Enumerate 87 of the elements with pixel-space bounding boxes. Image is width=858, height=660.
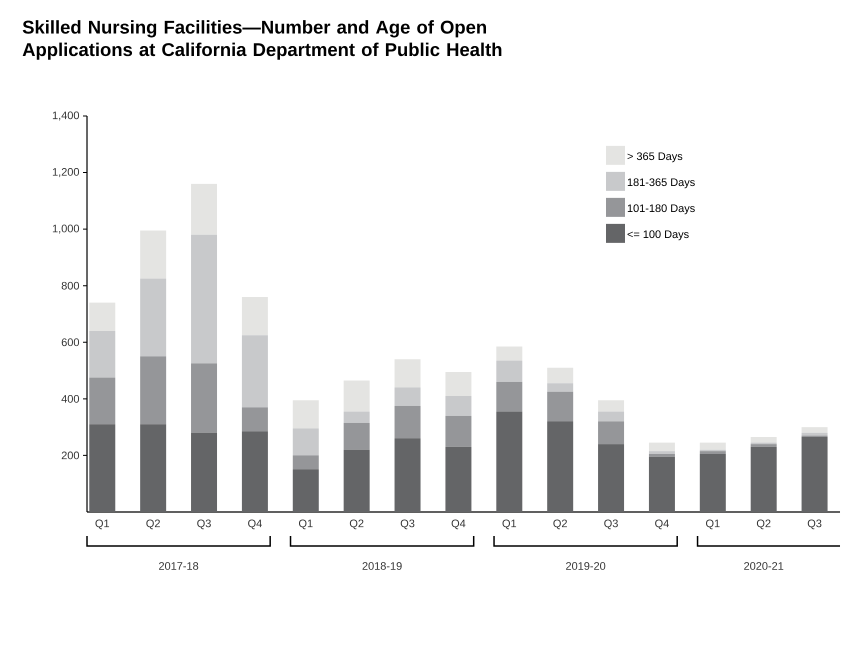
bar (598, 412, 624, 422)
x-tick-label: Q3 (400, 520, 414, 530)
y-tick-label: 200 (62, 452, 80, 460)
bar (140, 278, 166, 356)
x-tick-label: Q4 (452, 520, 466, 530)
legend-label: > 365 Days (628, 152, 682, 162)
bar (140, 424, 166, 512)
bar (394, 359, 421, 388)
x-tick-label: Q2 (146, 520, 160, 530)
chart-title: Skilled Nursing Facilities—Number and Age of Open Applications at California Department of Public Health (22, 20, 502, 60)
bar (700, 442, 726, 450)
x-tick-label: Q3 (808, 520, 822, 530)
bar (547, 383, 574, 392)
bar (598, 444, 624, 512)
bar (292, 400, 319, 429)
bar (89, 302, 116, 331)
bar (191, 432, 218, 512)
bar (344, 450, 370, 512)
y-tick-label: 600 (62, 338, 80, 346)
bar (648, 454, 675, 457)
bar (191, 234, 218, 364)
x-tick-label: Q3 (604, 520, 618, 530)
bar (191, 184, 218, 235)
bar (496, 412, 522, 512)
bar (802, 427, 828, 433)
y-tick-label: 1,400 (52, 111, 80, 121)
bar (242, 407, 268, 432)
text: 2020-21 (744, 562, 784, 570)
bar (89, 378, 116, 424)
bar (89, 424, 116, 512)
y-tick-label: 1,000 (52, 224, 80, 234)
x-tick-label: Q3 (197, 520, 211, 530)
bar (547, 421, 574, 512)
bar (496, 360, 522, 382)
text: 2018-19 (362, 562, 402, 570)
bar (802, 437, 828, 512)
bar (292, 455, 319, 470)
y-tick-label: 1,200 (52, 168, 80, 178)
bar (750, 446, 777, 512)
bar (445, 372, 472, 396)
bar (496, 346, 522, 361)
text: 2017-18 (159, 562, 198, 570)
x-tick-label: Q1 (95, 520, 110, 530)
bar (547, 368, 574, 384)
legend-label: 181-365 Days (628, 178, 695, 188)
bar (598, 400, 624, 412)
x-tick-label: Q1 (502, 520, 516, 530)
bar (445, 446, 472, 512)
y-tick-label: 800 (62, 282, 80, 290)
x-tick-label: Q2 (553, 520, 567, 530)
bar (648, 451, 675, 454)
x-tick-label: Q2 (350, 520, 364, 530)
bar (344, 412, 370, 423)
bar (394, 406, 421, 438)
bar (394, 388, 421, 406)
y-tick-label: 400 (61, 394, 80, 403)
bar (140, 356, 166, 424)
bar (598, 421, 624, 444)
bar (445, 416, 472, 447)
text: 2019-20 (566, 562, 606, 570)
x-tick-label: Q4 (655, 520, 669, 530)
bar (242, 297, 268, 336)
bar (445, 396, 472, 416)
bar (648, 456, 675, 512)
bar (140, 230, 166, 279)
bar (191, 363, 218, 433)
bar (648, 442, 675, 452)
legend-label: 101-180 Days (628, 204, 695, 214)
bar (292, 428, 319, 456)
bar (89, 330, 116, 378)
bar (344, 380, 370, 412)
x-tick-label: Q1 (298, 520, 313, 530)
legend-label: <= 100 Days (628, 230, 689, 240)
bar (242, 335, 268, 408)
x-tick-label: Q1 (706, 520, 720, 530)
bar (750, 444, 777, 447)
bar (750, 437, 777, 443)
bar (547, 392, 574, 422)
bar (292, 470, 319, 512)
bar (700, 451, 726, 454)
bar (394, 438, 421, 512)
bar (700, 454, 726, 512)
x-tick-label: Q2 (756, 520, 770, 530)
x-tick-label: Q4 (248, 520, 262, 530)
bar (344, 422, 370, 450)
bar (242, 431, 268, 512)
bar (496, 382, 522, 412)
